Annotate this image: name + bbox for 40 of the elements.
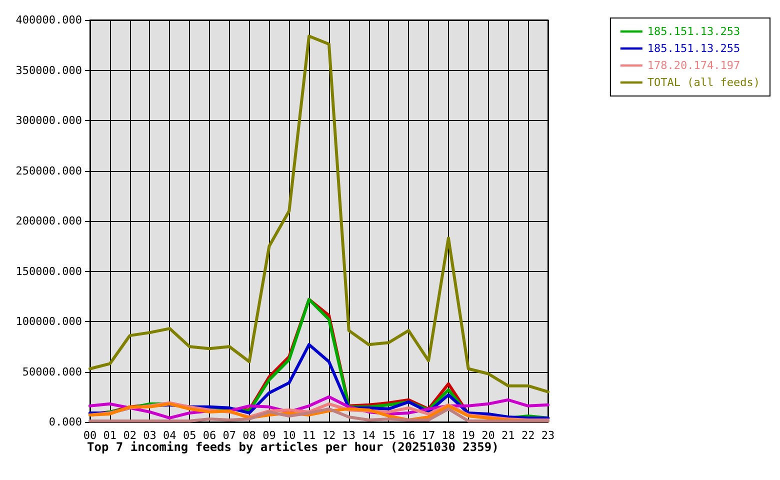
- y-tick-label: 200000.000: [16, 214, 82, 228]
- x-tick-label: 00: [83, 429, 97, 442]
- x-tick-label: 23: [541, 429, 555, 442]
- x-tick-label: 13: [342, 429, 356, 442]
- y-tick-label: 100000.000: [16, 315, 82, 328]
- y-tick-label: 150000.000: [16, 264, 82, 278]
- x-tick-label: 07: [222, 429, 236, 442]
- x-tick-label: 21: [502, 429, 515, 442]
- x-tick-label: 20: [482, 429, 495, 442]
- x-tick-label: 06: [202, 429, 216, 442]
- x-tick-label: 19: [462, 429, 475, 442]
- x-tick-label: 02: [123, 429, 136, 442]
- y-tick-label: 400000.000: [16, 14, 82, 26]
- x-tick-label: 01: [103, 429, 117, 442]
- x-tick-label: 05: [182, 429, 196, 442]
- y-tick-label: 350000.000: [16, 64, 82, 77]
- y-tick-label: 0.000: [48, 416, 82, 428]
- x-tick-label: 16: [402, 429, 416, 442]
- line-series: [88, 34, 550, 394]
- x-tick-label: 17: [422, 429, 436, 442]
- x-tick-label: 09: [262, 429, 276, 442]
- y-tick-label: 250000.000: [16, 164, 82, 178]
- x-tick-label: 11: [302, 429, 316, 442]
- x-tick-label: 03: [143, 429, 156, 442]
- x-tick-label: 18: [442, 429, 456, 442]
- line-series: [88, 407, 550, 422]
- y-tick-label: 300000.000: [16, 114, 82, 127]
- x-tick-label: 04: [163, 429, 177, 442]
- y-tick-label: 50000.000: [22, 365, 82, 378]
- x-tick-label: 12: [322, 429, 336, 442]
- legend-label: TOTAL (all feeds): [647, 76, 760, 89]
- x-tick-label: 15: [382, 429, 396, 442]
- x-tick-label: 14: [362, 429, 376, 442]
- legend-label: 185.151.13.255: [647, 42, 740, 55]
- legend-label: 185.151.13.253: [647, 25, 740, 38]
- legend-label: 178.20.174.197: [647, 59, 740, 72]
- text: Top 7 incoming feeds by articles per hour (20251030 2359): [87, 440, 499, 454]
- x-tick-label: 08: [242, 429, 256, 442]
- x-tick-label: 22: [521, 429, 535, 442]
- x-tick-label: 10: [282, 429, 296, 442]
